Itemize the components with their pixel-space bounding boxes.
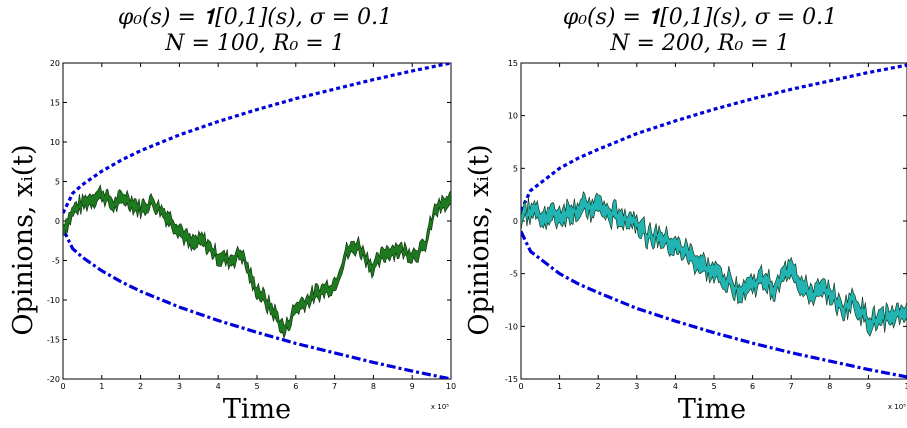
chart1-xtick-label: 5 <box>254 382 259 391</box>
chart1-ytick-label: 0 <box>55 217 60 226</box>
chart1-ylabel: Opinions, xᵢ(t) <box>8 144 39 335</box>
chart2-xtick-label: 3 <box>634 382 639 391</box>
chart1-xtick-label: 9 <box>410 382 415 391</box>
chart2-ylabel: Opinions, xᵢ(t) <box>464 144 495 335</box>
chart1-xtick-label: 10 <box>446 382 456 391</box>
chart1-ytick-label: 15 <box>50 99 60 108</box>
chart2-xtick-label: 9 <box>866 382 871 391</box>
chart1-xtick-label: 3 <box>177 382 182 391</box>
chart1-ytick-label: 5 <box>55 178 60 187</box>
chart1-ytick-label: -5 <box>52 257 60 266</box>
chart2-xtick-label: 6 <box>750 382 755 391</box>
chart2-xtick-label: 1 <box>904 382 907 391</box>
chart1-xtick-label: 0 <box>60 382 65 391</box>
chart1-xlabel: Time <box>223 394 291 425</box>
chart2-upper-bound-curve <box>521 63 907 212</box>
chart2-xtick-label: 5 <box>711 382 716 391</box>
chart2-ytick-label: -10 <box>505 322 518 331</box>
chart2-ytick-label: 10 <box>508 112 518 121</box>
chart2-ytick-label: 0 <box>513 217 518 226</box>
chart2-xtick-label: 2 <box>596 382 601 391</box>
chart2-xlabel: Time <box>678 394 746 425</box>
chart2-title-line1: φ₀(s) = 𝟏[0,1](s), σ = 0.1 <box>563 5 837 30</box>
chart2-xtick-label: 1 <box>557 382 562 391</box>
chart1-ytick-label: -15 <box>47 336 60 345</box>
chart1-title-line2: N = 100, R₀ = 1 <box>164 31 344 56</box>
chart2-opinion-band <box>521 191 907 337</box>
chart2-ytick-label: 5 <box>513 164 518 173</box>
chart1-xtick-label: 2 <box>138 382 143 391</box>
chart2-ytick-label: 15 <box>508 59 518 68</box>
chart2-xtick-label: 4 <box>673 382 678 391</box>
chart1-xtick-label: 7 <box>332 382 337 391</box>
chart2-title-line2: N = 200, R₀ = 1 <box>609 31 789 56</box>
chart1-opinion-band <box>63 184 451 340</box>
chart1-xtick-label: 6 <box>293 382 298 391</box>
chart1-ytick-label: -20 <box>47 375 60 384</box>
chart1-title-line1: φ₀(s) = 𝟏[0,1](s), σ = 0.1 <box>118 5 392 30</box>
chart1-xtick-label: 4 <box>216 382 221 391</box>
chart1-x-multiplier: x 10⁵ <box>431 403 449 411</box>
chart1-xtick-label: 8 <box>371 382 376 391</box>
chart1-lower-bound-curve <box>63 228 451 379</box>
chart2-xtick-label: 7 <box>789 382 794 391</box>
chart2-xtick-label: 8 <box>827 382 832 391</box>
chart1-ytick-label: 10 <box>50 138 60 147</box>
chart2-ytick-label: -15 <box>505 375 518 384</box>
chart1-ytick-label: 20 <box>50 59 60 68</box>
chart1-ytick-label: -10 <box>47 296 60 305</box>
chart2-x-multiplier: x 10⁵ <box>888 403 906 411</box>
chart1-xtick-label: 1 <box>99 382 104 391</box>
chart2-xtick-label: 0 <box>518 382 523 391</box>
chart1-upper-bound-curve <box>63 63 451 214</box>
chart2-lower-bound-curve <box>521 230 907 379</box>
chart2-ytick-label: -5 <box>510 270 518 279</box>
